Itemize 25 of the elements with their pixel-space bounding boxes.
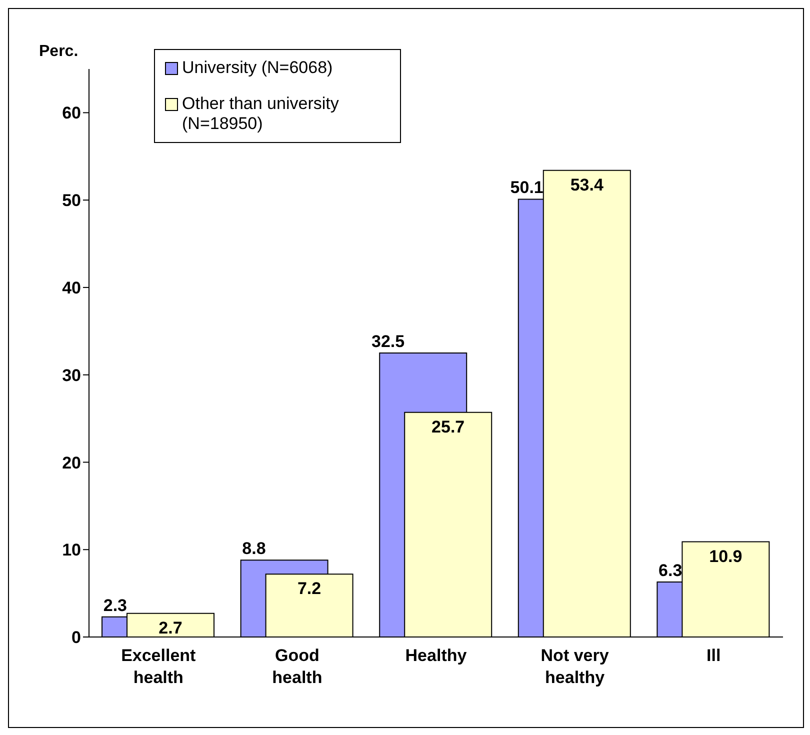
x-tick-label: Not very healthy <box>540 646 610 687</box>
data-label: 2.3 <box>103 596 127 615</box>
y-tick-label: 10 <box>62 540 81 560</box>
data-label: 53.4 <box>570 175 604 194</box>
y-tick-label: 40 <box>62 278 81 298</box>
data-label: 25.7 <box>432 417 465 436</box>
data-label: 8.8 <box>242 539 266 558</box>
y-tick-label: 60 <box>62 104 81 123</box>
x-tick-label: Healthy <box>405 646 468 665</box>
legend-label: Other than university (N=18950) <box>182 94 340 134</box>
x-tick-label: Excellent health <box>121 646 196 687</box>
y-tick-label: 50 <box>62 191 81 210</box>
x-tick-label: Ill <box>706 646 721 665</box>
data-label: 2.7 <box>158 618 182 638</box>
data-label: 50.1 <box>510 178 544 198</box>
y-axis-title: Perc. <box>39 43 78 61</box>
data-label: 7.2 <box>297 579 322 598</box>
data-label: 10.9 <box>709 546 742 566</box>
y-tick-label: 30 <box>62 366 81 385</box>
y-tick-label: 20 <box>62 453 81 472</box>
legend-label: University (N=6068) <box>182 58 333 78</box>
data-label: 32.5 <box>372 332 405 351</box>
data-label: 6.3 <box>658 560 682 580</box>
y-tick-label: 0 <box>72 628 81 648</box>
x-tick-label: Good health <box>272 646 322 687</box>
